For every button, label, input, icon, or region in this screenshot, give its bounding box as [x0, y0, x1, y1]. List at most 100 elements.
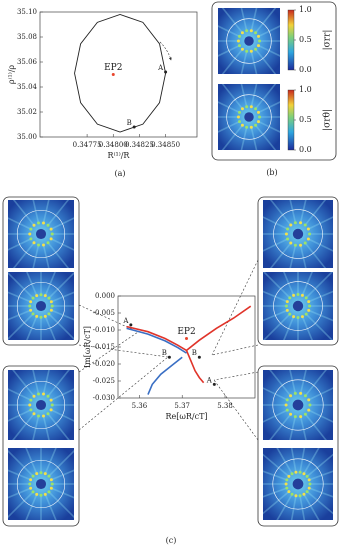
- field-spoke: [308, 238, 333, 252]
- field-dot: [245, 125, 249, 129]
- field-dot: [299, 391, 303, 395]
- field-image: [8, 370, 74, 440]
- field-dot: [292, 315, 296, 319]
- y-tick-label: -0.015: [93, 343, 115, 351]
- field-spoke: [25, 494, 38, 520]
- annotation-point: [167, 355, 171, 359]
- field-dot: [31, 474, 35, 478]
- field-spoke: [263, 272, 291, 299]
- field-dot: [31, 296, 35, 300]
- x-tick-label: 0.34775: [73, 141, 102, 149]
- field-spoke: [26, 272, 38, 296]
- field-ring: [272, 379, 324, 431]
- field-dot: [46, 241, 50, 245]
- field-dot: [290, 492, 294, 496]
- field-frame: [263, 370, 333, 440]
- colorbar: [287, 9, 295, 71]
- annotation-label: B: [192, 349, 197, 357]
- field-image: [8, 200, 74, 268]
- field-dot: [287, 474, 291, 478]
- field-spoke: [299, 416, 307, 440]
- field-dot: [39, 293, 43, 297]
- field-dot: [307, 408, 311, 412]
- field-spoke: [254, 48, 277, 74]
- panel-label: (b): [266, 168, 277, 177]
- field-dot: [254, 47, 258, 51]
- field-spoke: [8, 491, 34, 519]
- annotation-point: [129, 323, 133, 327]
- field-dot: [49, 227, 53, 231]
- field-spoke: [269, 200, 292, 226]
- field-core: [35, 478, 47, 490]
- y-axis-label: ρ⁽¹⁾/ρ: [7, 65, 16, 85]
- field-dot: [28, 304, 32, 308]
- field-spoke: [289, 200, 297, 223]
- field-dot: [41, 392, 45, 396]
- field-spoke: [263, 453, 290, 477]
- field-dot: [28, 482, 32, 486]
- field-spoke: [240, 8, 248, 31]
- field-dot: [258, 115, 262, 119]
- field-dot: [32, 223, 36, 227]
- field-dot: [293, 391, 297, 395]
- field-spoke: [50, 388, 74, 401]
- field-spoke: [301, 272, 313, 296]
- annotation-point: [111, 73, 115, 76]
- field-dot: [32, 241, 36, 245]
- field-dot: [29, 227, 33, 231]
- field-spoke: [283, 272, 295, 296]
- field-dot: [35, 314, 39, 318]
- field-spoke: [276, 448, 293, 475]
- field-spoke: [44, 272, 56, 296]
- annotation-point: [197, 355, 201, 359]
- field-dot: [35, 472, 39, 476]
- field-dot: [303, 412, 307, 416]
- field-dot: [28, 232, 32, 236]
- y-tick-label: 35.04: [17, 83, 38, 91]
- field-dot: [236, 39, 240, 43]
- field-dot: [305, 474, 309, 478]
- field-spoke: [26, 316, 38, 340]
- field-dot: [238, 110, 242, 114]
- field-spoke: [308, 290, 333, 303]
- field-image: [263, 272, 333, 340]
- field-dot: [290, 472, 294, 476]
- field-dot: [50, 482, 54, 486]
- field-spoke: [299, 200, 307, 223]
- field-dot: [245, 105, 249, 109]
- field-dot: [298, 494, 302, 498]
- field-dot: [50, 403, 54, 407]
- field-dot: [41, 414, 45, 418]
- y-tick-label: -0.030: [93, 394, 115, 402]
- series-line: [126, 327, 187, 354]
- connector: [78, 304, 169, 431]
- field-dot: [254, 123, 258, 127]
- x-axis-label: R⁽¹⁾/R: [108, 151, 131, 160]
- field-dot: [238, 34, 242, 38]
- field-spoke: [258, 120, 280, 133]
- y-tick-label: 0.000: [95, 292, 115, 300]
- field-dot: [43, 472, 47, 476]
- field-spoke: [290, 448, 297, 473]
- connector: [211, 259, 259, 441]
- field-dot: [254, 107, 258, 111]
- field-dot: [293, 415, 297, 419]
- field-spoke: [8, 487, 31, 499]
- field-spoke: [8, 238, 32, 251]
- field-spoke: [12, 200, 35, 226]
- field-dot: [307, 398, 311, 402]
- field-dot: [29, 408, 33, 412]
- field-spoke: [250, 8, 258, 31]
- field-frame: [8, 200, 74, 268]
- field-dot: [240, 31, 244, 35]
- field-spoke: [269, 413, 292, 440]
- field-spoke: [258, 44, 280, 57]
- field-spoke: [289, 416, 297, 440]
- field-dot: [305, 490, 309, 494]
- field-dot: [29, 398, 33, 402]
- field-dot: [256, 44, 260, 48]
- field-dot: [29, 308, 33, 312]
- colorbar: [287, 89, 295, 151]
